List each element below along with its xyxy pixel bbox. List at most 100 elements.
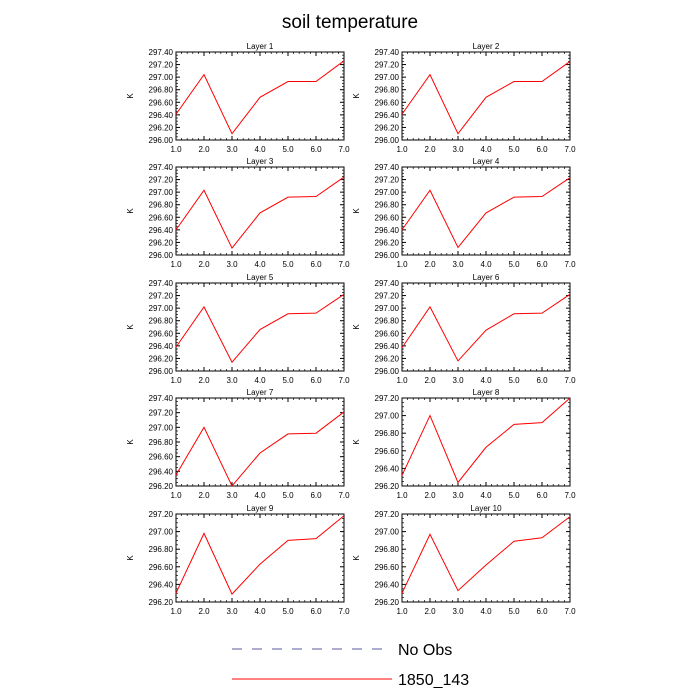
y-tick-label: 297.20 — [149, 61, 174, 70]
x-tick-label: 7.0 — [338, 376, 350, 385]
x-tick-label: 3.0 — [226, 260, 238, 269]
y-tick-label: 296.60 — [375, 447, 400, 456]
plot-frame — [175, 397, 345, 487]
y-tick-label: 297.40 — [149, 394, 174, 403]
panel-title: Layer 2 — [473, 42, 500, 51]
panel-title: Layer 6 — [473, 273, 500, 282]
panel-layer-5: Layer 5 K 296.00 296.20 296.40 296.60 296.80 29… — [126, 273, 350, 385]
x-tick-label: 5.0 — [282, 491, 294, 500]
y-tick-label: 297.40 — [375, 163, 400, 172]
x-tick-label: 2.0 — [424, 376, 436, 385]
x-tick-label: 5.0 — [508, 145, 520, 154]
panel-title: Layer 3 — [247, 157, 274, 166]
x-tick-label: 7.0 — [564, 376, 576, 385]
x-tick-label: 2.0 — [198, 491, 210, 500]
panel-layer-9: Layer 9 K 296.20 296.40 296.60 296.80 297.00 29… — [126, 504, 350, 616]
y-tick-label: 296.40 — [375, 464, 400, 473]
x-tick-label: 7.0 — [564, 607, 576, 616]
x-tick-label: 2.0 — [198, 260, 210, 269]
series-line-1850_143 — [175, 293, 345, 364]
y-tick-label: 296.80 — [375, 545, 400, 554]
y-tick-label: 296.60 — [149, 213, 174, 222]
y-tick-label: 296.40 — [149, 111, 174, 120]
y-tick-label: 297.00 — [375, 73, 400, 82]
y-axis-label: K — [126, 93, 135, 99]
panel-layer-3: Layer 3 K 296.00 296.20 296.40 296.60 296.80 29… — [126, 157, 350, 269]
y-tick-label: 296.80 — [149, 86, 174, 95]
x-tick-label: 5.0 — [508, 376, 520, 385]
plot-frame — [175, 51, 345, 141]
legend: No Obs 1850_143 — [232, 642, 469, 689]
y-tick-label: 296.80 — [375, 201, 400, 210]
x-tick-label: 6.0 — [536, 376, 548, 385]
x-tick-label: 3.0 — [226, 376, 238, 385]
x-tick-label: 7.0 — [338, 145, 350, 154]
plot-frame — [175, 282, 345, 372]
panel-layer-4: Layer 4 K 296.00 296.20 296.40 296.60 296.80 29… — [352, 157, 576, 269]
x-tick-label: 5.0 — [282, 376, 294, 385]
x-tick-label: 5.0 — [508, 260, 520, 269]
x-tick-label: 6.0 — [310, 145, 322, 154]
y-axis-label: K — [352, 93, 361, 99]
plot-frame — [401, 51, 571, 141]
x-tick-label: 1.0 — [170, 376, 182, 385]
y-tick-label: 296.00 — [375, 251, 400, 260]
y-tick-label: 297.00 — [149, 423, 174, 432]
x-tick-label: 4.0 — [480, 491, 492, 500]
x-tick-label: 3.0 — [226, 145, 238, 154]
x-tick-label: 6.0 — [536, 607, 548, 616]
series-line-1850_143 — [401, 516, 571, 594]
y-tick-label: 297.20 — [375, 292, 400, 301]
y-tick-label: 296.40 — [375, 111, 400, 120]
series-line-1850_143 — [175, 515, 345, 595]
y-tick-label: 296.60 — [149, 98, 174, 107]
legend-no-obs-label: No Obs — [398, 642, 452, 659]
x-tick-label: 5.0 — [282, 607, 294, 616]
panel-layer-8: Layer 8 K 296.20 296.40 296.60 296.80 297.00 29… — [352, 388, 576, 500]
y-tick-label: 296.80 — [149, 201, 174, 210]
x-tick-label: 1.0 — [396, 260, 408, 269]
x-tick-label: 1.0 — [170, 607, 182, 616]
y-tick-label: 297.00 — [375, 304, 400, 313]
y-tick-label: 296.20 — [375, 598, 400, 607]
x-tick-label: 7.0 — [564, 145, 576, 154]
x-tick-label: 2.0 — [424, 260, 436, 269]
series-line-1850_143 — [175, 60, 345, 135]
panel-title: Layer 9 — [247, 504, 274, 513]
x-tick-label: 3.0 — [452, 376, 464, 385]
x-tick-label: 1.0 — [396, 607, 408, 616]
y-tick-label: 297.00 — [149, 304, 174, 313]
panel-layer-7: Layer 7 K 296.20 296.40 296.60 296.80 297.00 29… — [126, 388, 350, 500]
y-tick-label: 296.40 — [149, 467, 174, 476]
panel-title: Layer 10 — [470, 504, 502, 513]
y-tick-label: 296.80 — [149, 545, 174, 554]
x-tick-label: 7.0 — [338, 607, 350, 616]
x-tick-label: 5.0 — [282, 145, 294, 154]
y-tick-label: 297.00 — [375, 528, 400, 537]
x-tick-label: 6.0 — [536, 145, 548, 154]
panel-title: Layer 8 — [473, 388, 500, 397]
y-axis-label: K — [352, 324, 361, 330]
series-line-1850_143 — [401, 61, 571, 135]
x-tick-label: 1.0 — [396, 491, 408, 500]
series-line-1850_143 — [401, 397, 571, 484]
y-tick-label: 297.00 — [149, 528, 174, 537]
panel-title: Layer 7 — [247, 388, 274, 397]
y-tick-label: 296.60 — [149, 453, 174, 462]
y-tick-label: 296.80 — [375, 317, 400, 326]
legend-1850-143-label: 1850_143 — [398, 672, 469, 689]
y-tick-label: 296.60 — [375, 329, 400, 338]
x-tick-label: 4.0 — [254, 607, 266, 616]
y-axis-label: K — [352, 208, 361, 214]
y-tick-label: 296.20 — [375, 238, 400, 247]
series-line-1850_143 — [175, 411, 345, 487]
x-tick-label: 6.0 — [536, 491, 548, 500]
y-tick-label: 296.60 — [375, 213, 400, 222]
y-tick-label: 297.00 — [149, 188, 174, 197]
y-tick-label: 297.20 — [375, 176, 400, 185]
panel-layer-1: Layer 1 K 296.00 296.20 296.40 296.60 296.80 29… — [126, 42, 350, 154]
y-tick-label: 296.00 — [375, 367, 400, 376]
y-tick-label: 296.20 — [375, 354, 400, 363]
y-tick-label: 296.20 — [149, 482, 174, 491]
y-axis-label: K — [126, 208, 135, 214]
